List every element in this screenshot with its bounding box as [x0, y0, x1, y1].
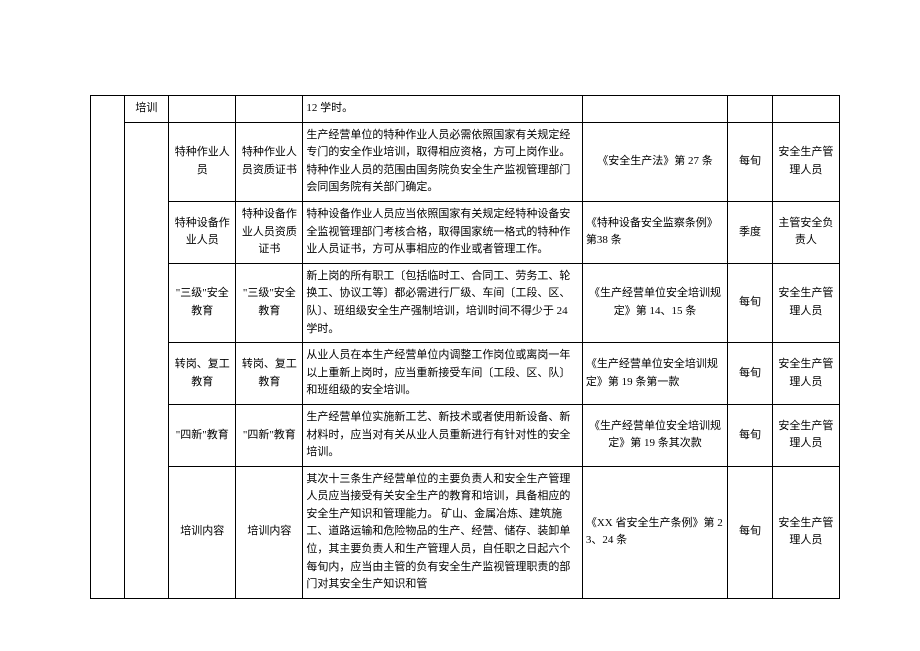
cell-freq: 每旬	[728, 122, 773, 201]
cell-freq	[728, 96, 773, 123]
cell-ref	[582, 96, 727, 123]
cell-item: "四新"教育	[169, 404, 236, 466]
document-page: 培训 12 学时。 特种作业人员 特种作业人员资质证书 生产经营单位的特种作业人…	[0, 0, 920, 599]
cell-resp: 安全生产管理人员	[772, 343, 839, 405]
cell-cert: "三级"安全教育	[236, 263, 303, 342]
cell-item: 转岗、复工教育	[169, 343, 236, 405]
cell-cert: "四新"教育	[236, 404, 303, 466]
cell-ref: 《生产经营单位安全培训规定》第 19 条其次款	[582, 404, 727, 466]
cell-category-merged	[124, 122, 169, 598]
cell-cert: 转岗、复工教育	[236, 343, 303, 405]
table-row: "三级"安全教育 "三级"安全教育 新上岗的所有职工〔包括临时工、合同工、劳务工…	[91, 263, 840, 342]
cell-desc: 特种设备作业人员应当依照国家有关规定经特种设备安全监视管理部门考核合格，取得国家…	[303, 201, 582, 263]
cell-ref: 《生产经营单位安全培训规定》第 14、15 条	[582, 263, 727, 342]
cell-freq: 每旬	[728, 466, 773, 598]
cell-desc: 生产经营单位的特种作业人员必需依照国家有关规定经专门的安全作业培训，取得相应资格…	[303, 122, 582, 201]
cell-item: 培训内容	[169, 466, 236, 598]
cell-resp: 安全生产管理人员	[772, 263, 839, 342]
cell-desc: 生产经营单位实施新工艺、新技术或者使用新设备、新材料时，应当对有关从业人员重新进…	[303, 404, 582, 466]
cell-category: 培训	[124, 96, 169, 123]
cell-resp: 主管安全负责人	[772, 201, 839, 263]
cell-blank-left	[91, 96, 125, 599]
cell-item: "三级"安全教育	[169, 263, 236, 342]
cell-resp: 安全生产管理人员	[772, 122, 839, 201]
cell-ref: 《生产经营单位安全培训规定》第 19 条第一款	[582, 343, 727, 405]
cell-item: 特种作业人员	[169, 122, 236, 201]
cell-freq: 每旬	[728, 343, 773, 405]
cell-desc: 新上岗的所有职工〔包括临时工、合同工、劳务工、轮换工、协议工等〕都必需进行厂级、…	[303, 263, 582, 342]
table-row: 培训内容 培训内容 其次十三条生产经营单位的主要负责人和安全生产管理人员应当接受…	[91, 466, 840, 598]
compliance-table: 培训 12 学时。 特种作业人员 特种作业人员资质证书 生产经营单位的特种作业人…	[90, 95, 840, 599]
cell-freq: 季度	[728, 201, 773, 263]
cell-ref: 《安全生产法》第 27 条	[582, 122, 727, 201]
cell-cert	[236, 96, 303, 123]
table-row: 培训 12 学时。	[91, 96, 840, 123]
table-row: 转岗、复工教育 转岗、复工教育 从业人员在本生产经营单位内调整工作岗位或离岗一年…	[91, 343, 840, 405]
cell-desc: 12 学时。	[303, 96, 582, 123]
table-row: "四新"教育 "四新"教育 生产经营单位实施新工艺、新技术或者使用新设备、新材料…	[91, 404, 840, 466]
cell-freq: 每旬	[728, 404, 773, 466]
cell-resp: 安全生产管理人员	[772, 404, 839, 466]
cell-resp: 安全生产管理人员	[772, 466, 839, 598]
cell-ref: 《XX 省安全生产条例》第 23、24 条	[582, 466, 727, 598]
cell-cert: 特种作业人员资质证书	[236, 122, 303, 201]
table-row: 特种作业人员 特种作业人员资质证书 生产经营单位的特种作业人员必需依照国家有关规…	[91, 122, 840, 201]
cell-cert: 特种设备作业人员资质证书	[236, 201, 303, 263]
cell-desc: 从业人员在本生产经营单位内调整工作岗位或离岗一年以上重新上岗时，应当重新接受车间…	[303, 343, 582, 405]
table-row: 特种设备作业人员 特种设备作业人员资质证书 特种设备作业人员应当依照国家有关规定…	[91, 201, 840, 263]
cell-cert: 培训内容	[236, 466, 303, 598]
cell-resp	[772, 96, 839, 123]
cell-item	[169, 96, 236, 123]
cell-ref: 《特种设备安全监察条例》第38 条	[582, 201, 727, 263]
cell-freq: 每旬	[728, 263, 773, 342]
cell-desc: 其次十三条生产经营单位的主要负责人和安全生产管理人员应当接受有关安全生产的教育和…	[303, 466, 582, 598]
cell-item: 特种设备作业人员	[169, 201, 236, 263]
